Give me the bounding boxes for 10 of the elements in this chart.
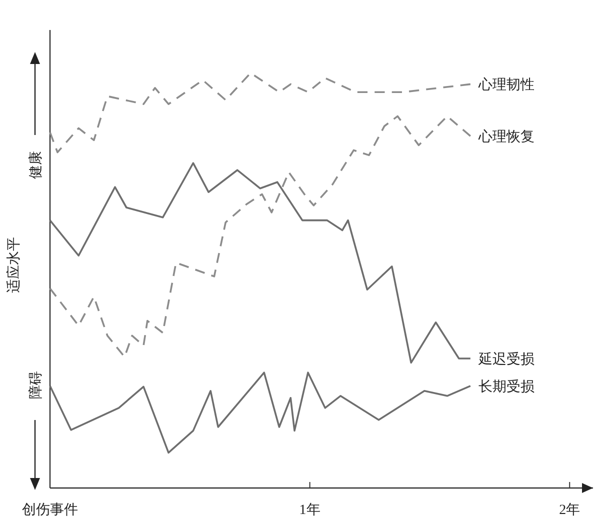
series-label: 长期受损	[478, 380, 534, 395]
series-label: 心理恢复	[478, 130, 534, 146]
x-tick-label: 创伤事件	[22, 503, 78, 518]
annotation: 障碍	[29, 371, 44, 399]
annotation: 健康	[29, 151, 44, 179]
series-label: 延迟受损	[478, 352, 534, 368]
x-tick-label: 1年	[299, 503, 320, 518]
series-label: 心理韧性	[478, 78, 534, 94]
y-label: 适应水平	[7, 237, 22, 293]
x-tick-label: 2年	[559, 503, 580, 518]
